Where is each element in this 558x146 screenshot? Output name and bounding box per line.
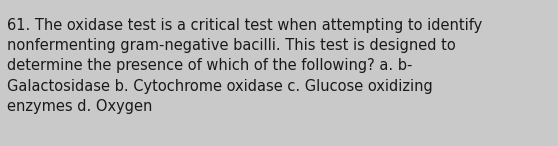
Text: 61. The oxidase test is a critical test when attempting to identify
nonfermentin: 61. The oxidase test is a critical test … (7, 18, 483, 114)
